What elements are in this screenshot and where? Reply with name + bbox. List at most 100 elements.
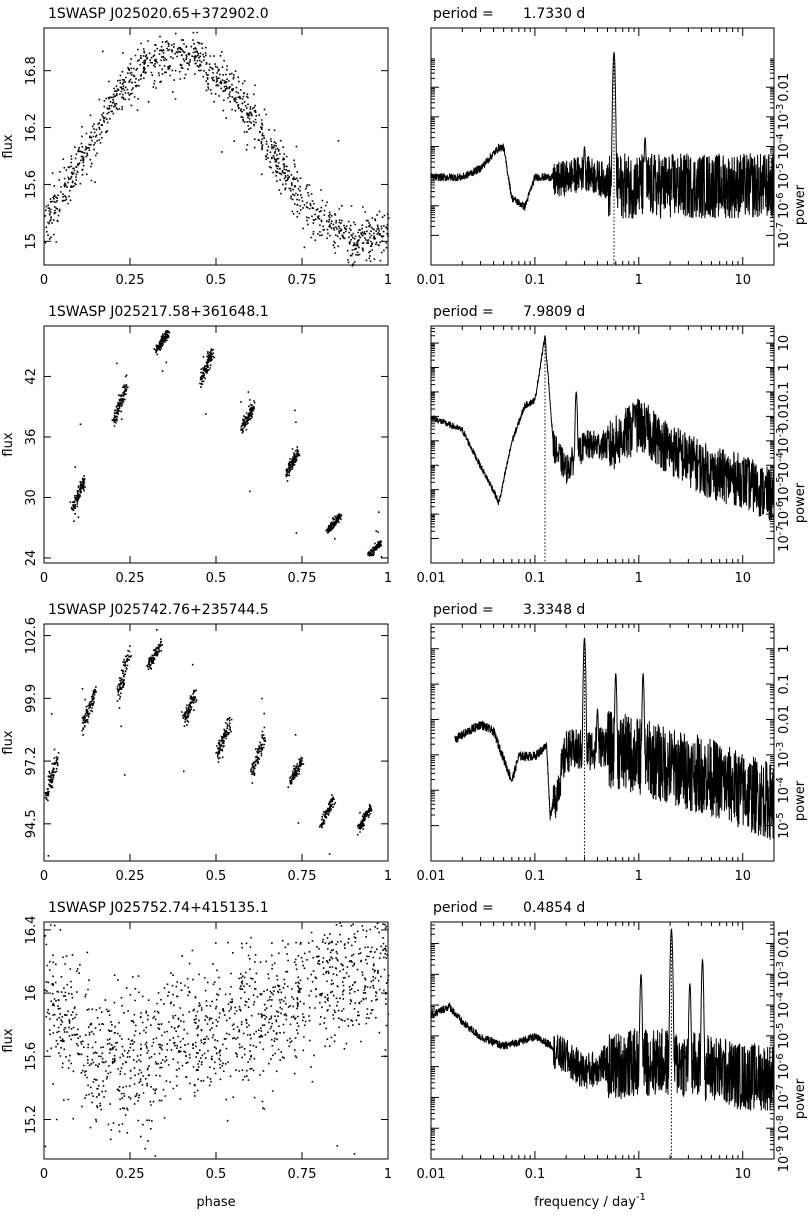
y-tick-label: 10: [777, 335, 792, 352]
x-tick-label: 0.75: [288, 869, 317, 884]
ylabel-flux: flux: [1, 134, 16, 158]
period-label: period =: [433, 6, 494, 22]
y-tick-label: 15.6: [24, 1042, 39, 1071]
y-tick-label: 16.4: [24, 915, 39, 944]
x-tick-label: 10: [734, 869, 751, 884]
x-tick-label: 0.5: [206, 571, 227, 586]
y-tick-label: 16.8: [24, 56, 39, 85]
scatter-markers: [44, 31, 390, 267]
x-tick-label: 0.75: [288, 273, 317, 288]
lightcurve-panel-2: 1SWASP J025217.58+361648.1 0 0.25 0.5 0.75 1 2…: [1, 304, 392, 586]
xlabel-phase: phase: [196, 1195, 235, 1210]
periodogram-panel-3: period = 3.3348 d 0.01 0.1 1 10 10-5 10-4 10-3 0.…: [417, 602, 808, 884]
y-tick-label: 97.2: [24, 747, 39, 776]
x-tick-label: 1: [384, 571, 392, 586]
x-tick-label: 0.25: [116, 1167, 145, 1182]
lightcurve-points: [44, 922, 390, 1157]
x-tick-label: 1: [384, 1167, 392, 1182]
y-tick-label: 10-6: [775, 1053, 792, 1080]
lightcurve-title: 1SWASP J025752.74+415135.1: [48, 900, 269, 916]
x-tick-label: 1: [635, 571, 643, 586]
y-tick-label: 10-6: [775, 192, 792, 219]
x-tick-label: 10: [734, 1167, 751, 1182]
x-tick-label: 0.01: [417, 1167, 446, 1182]
y-tick-label: 10-7: [775, 222, 792, 249]
x-tick-label: 0.1: [525, 273, 546, 288]
ylabel-power: power: [793, 184, 808, 225]
y-tick-label: 15.6: [24, 170, 39, 199]
periodogram-panel-4: period = 0.4854 d 0.01 0.1 1 10 10-9 10-8 10-7 10…: [417, 900, 808, 1182]
lightcurve-panel-1: 1SWASP J025020.65+372902.0 0 0.25 0.5 0.75 1 1…: [1, 6, 392, 288]
lightcurve-panel-4: 1SWASP J025752.74+415135.1 0 0.25 0.5 0.75 1 1…: [1, 900, 392, 1182]
x-tick-label: 0.25: [116, 273, 145, 288]
y-tick-label: 10-5: [775, 812, 792, 839]
y-tick-label: 1: [777, 363, 792, 371]
ylabel-flux: flux: [1, 432, 16, 456]
x-tick-label: 0.75: [288, 571, 317, 586]
x-tick-label: 0.1: [525, 571, 546, 586]
x-tick-label: 1: [635, 273, 643, 288]
y-tick-label: 10-4: [775, 133, 792, 160]
y-tick-label: 36: [24, 429, 39, 446]
y-tick-label: 0.1: [777, 382, 792, 403]
x-tick-label: 0: [40, 571, 48, 586]
period-value: 1.7330 d: [523, 6, 585, 22]
x-tick-label: 0.25: [116, 571, 145, 586]
y-tick-label: 0.1: [777, 674, 792, 695]
y-tick-label: 0.01: [777, 73, 792, 102]
y-tick-label: 10-3: [775, 961, 792, 988]
lightcurve-title: 1SWASP J025217.58+361648.1: [48, 304, 269, 320]
ylabel-flux: flux: [1, 730, 16, 754]
x-tick-label: 0: [40, 869, 48, 884]
plot-frame: [430, 623, 775, 862]
y-tick-label: 16.2: [24, 113, 39, 142]
lightcurve-title: 1SWASP J025742.76+235744.5: [48, 602, 269, 618]
x-tick-label: 0.5: [206, 1167, 227, 1182]
lightcurve-panel-3: 1SWASP J025742.76+235744.5 0 0.25 0.5 0.75 1 9…: [1, 602, 392, 884]
x-tick-label: 0.5: [206, 273, 227, 288]
y-tick-label: 0.01: [777, 705, 792, 734]
ylabel-power: power: [793, 482, 808, 523]
y-tick-label: 10-5: [775, 1023, 792, 1050]
x-tick-label: 10: [734, 273, 751, 288]
y-tick-label: 10-4: [775, 992, 792, 1019]
y-tick-label: 99.9: [24, 684, 39, 713]
periodogram-panel-1: period = 1.7330 d 0.01 0.1 1 10 10-7 10-6 10-5 10…: [417, 6, 808, 288]
periodogram-curve: [454, 637, 775, 840]
periodogram-curve: [430, 335, 775, 521]
period-label: period =: [433, 304, 494, 320]
lightcurve-points: [44, 31, 390, 267]
scatter-markers: [44, 922, 390, 1157]
y-tick-label: 16: [24, 985, 39, 1002]
x-tick-label: 10: [734, 571, 751, 586]
x-tick-label: 1: [384, 273, 392, 288]
periodogram-panel-2: period = 7.9809 d0.01 0.1 1 1010-710-610-510…: [417, 304, 808, 586]
x-tick-label: 0.01: [417, 869, 446, 884]
x-tick-label: 0: [40, 273, 48, 288]
y-tick-label: 94.5: [24, 809, 39, 838]
y-tick-label: 0.01: [777, 929, 792, 958]
x-tick-label: 0.01: [417, 571, 446, 586]
ylabel-power: power: [793, 1078, 808, 1119]
ylabel-flux: flux: [1, 1028, 16, 1052]
y-tick-label: 10-7: [775, 525, 792, 552]
y-tick-label: 10-3: [775, 742, 792, 769]
period-label: period =: [433, 602, 494, 618]
y-tick-label: 15.2: [24, 1105, 39, 1134]
x-tick-label: 1: [384, 869, 392, 884]
x-tick-label: 1: [635, 1167, 643, 1182]
period-value: 7.9809 d: [523, 304, 585, 320]
y-tick-label: 10-3: [775, 428, 792, 455]
y-tick-label: 10-9: [775, 1146, 792, 1173]
periodogram-curve: [430, 928, 775, 1111]
x-tick-label: 0.1: [525, 869, 546, 884]
y-tick-label: 10-3: [775, 104, 792, 131]
y-tick-label: 1: [777, 645, 792, 653]
y-tick-label: 10-8: [775, 1115, 792, 1142]
y-tick-label: 10-4: [775, 777, 792, 804]
x-tick-label: 1: [635, 869, 643, 884]
x-tick-label: 0: [40, 1167, 48, 1182]
x-tick-label: 0.1: [525, 1167, 546, 1182]
y-tick-label: 0.01: [777, 402, 792, 431]
